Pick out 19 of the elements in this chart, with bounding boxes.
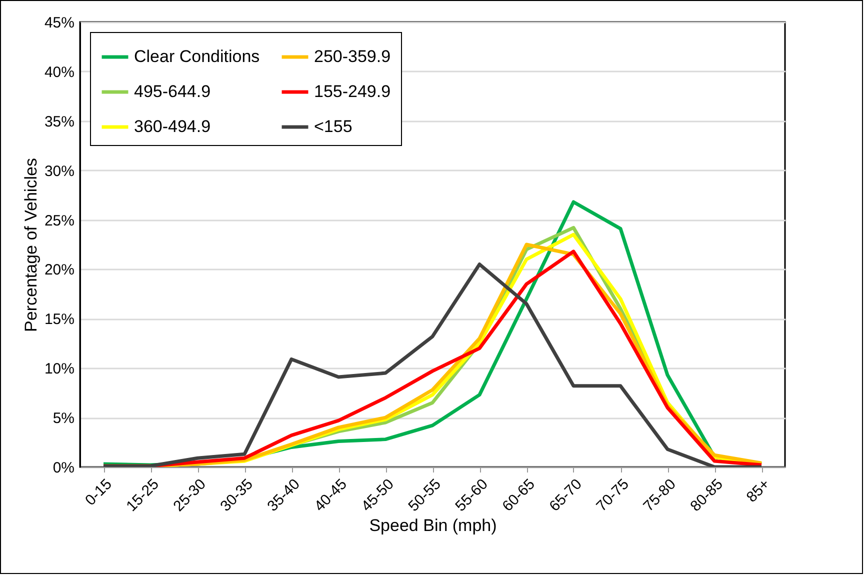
y-tick-label: 15% — [44, 311, 74, 328]
y-tick-label: 20% — [44, 262, 74, 279]
y-tick-label: 0% — [52, 460, 74, 476]
legend-label: Clear Conditions — [134, 47, 260, 66]
y-tick-label: 30% — [44, 162, 74, 180]
y-tick-label: 5% — [52, 410, 74, 428]
y-tick-label: 10% — [44, 360, 74, 378]
y-tick-label: 45% — [44, 14, 74, 32]
legend-label: <155 — [314, 117, 352, 136]
y-tick-label: 35% — [44, 113, 74, 130]
y-tick-label: 25% — [44, 212, 74, 230]
y-axis-title: Percentage of Vehicles — [21, 158, 40, 332]
legend-label: 360-494.9 — [134, 117, 211, 136]
x-tick-label: 85+ — [743, 476, 774, 506]
legend-label: 250-359.9 — [314, 47, 391, 66]
y-tick-label: 40% — [44, 64, 74, 81]
x-axis-title: Speed Bin (mph) — [369, 516, 497, 536]
legend-label: 495-644.9 — [134, 82, 211, 101]
legend-label: 155-249.9 — [314, 82, 391, 101]
